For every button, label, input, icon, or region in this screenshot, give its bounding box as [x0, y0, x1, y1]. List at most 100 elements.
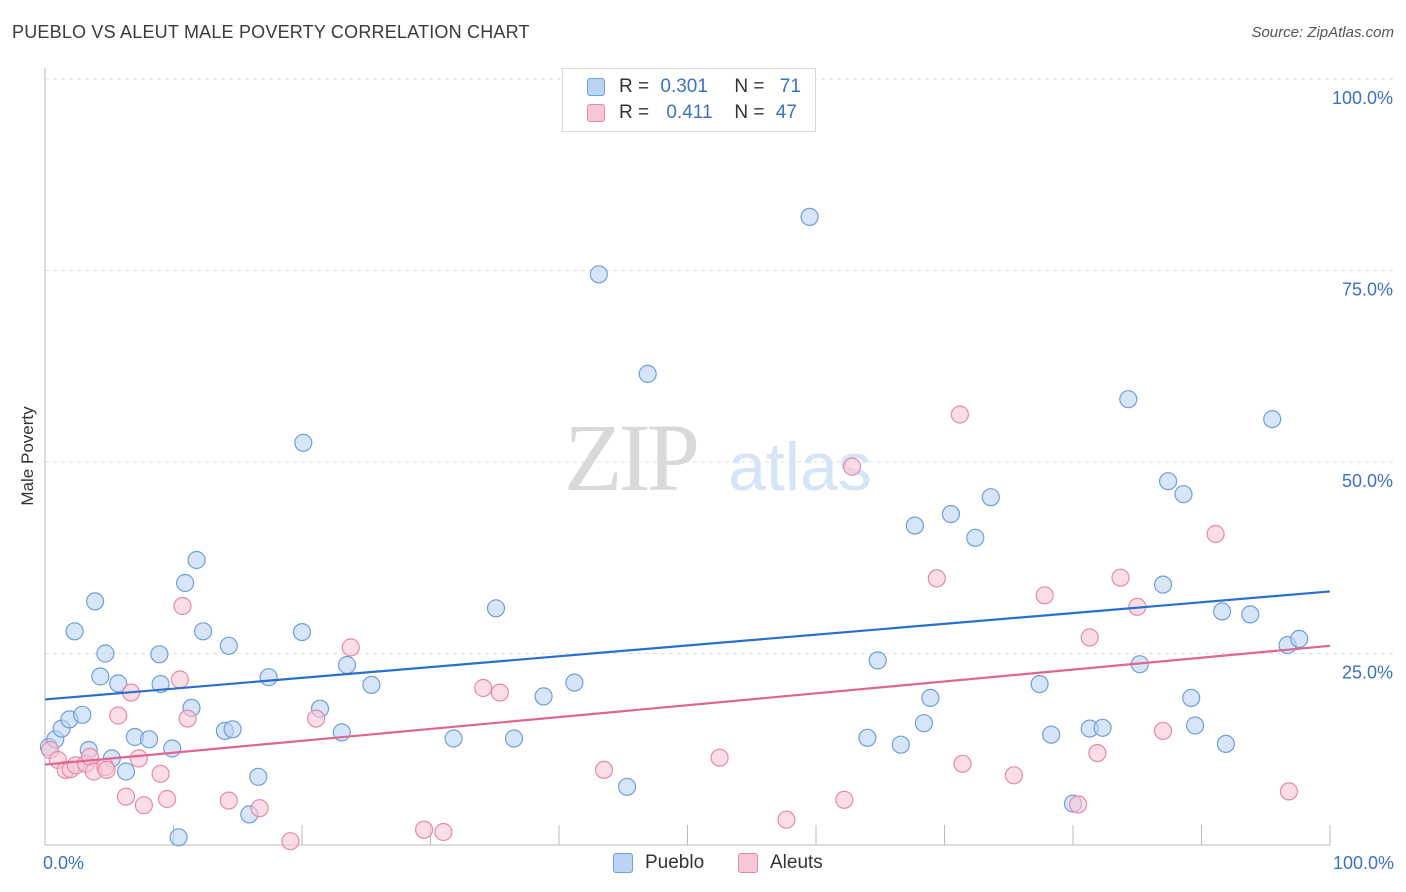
data-point-aleut[interactable] — [170, 670, 189, 689]
data-point-pueblo[interactable] — [337, 655, 357, 675]
data-point-aleut[interactable] — [1279, 782, 1299, 801]
data-point-aleut[interactable] — [97, 760, 116, 780]
data-point-aleut[interactable] — [777, 810, 796, 829]
data-point-aleut[interactable] — [594, 760, 614, 780]
data-point-aleut[interactable] — [219, 791, 238, 810]
data-point-pueblo[interactable] — [1182, 688, 1201, 708]
y-tick-label: 50.0% — [1342, 471, 1393, 491]
data-point-pueblo[interactable] — [1185, 716, 1205, 735]
stats-row-pueblo: R = 0.301 N = 71 — [587, 75, 801, 99]
data-point-pueblo[interactable] — [1042, 725, 1061, 744]
data-point-pueblo[interactable] — [891, 735, 910, 754]
data-point-aleut[interactable] — [116, 787, 136, 806]
data-point-aleut[interactable] — [1111, 568, 1130, 587]
data-point-aleut[interactable] — [109, 706, 128, 725]
data-point-pueblo[interactable] — [1212, 602, 1232, 621]
data-point-pueblo[interactable] — [638, 364, 657, 383]
data-point-aleut[interactable] — [1035, 586, 1054, 605]
data-point-pueblo[interactable] — [1241, 605, 1260, 624]
data-point-pueblo[interactable] — [617, 777, 637, 796]
data-point-aleut[interactable] — [415, 820, 434, 839]
data-point-pueblo[interactable] — [116, 762, 136, 781]
data-point-aleut[interactable] — [173, 596, 192, 616]
data-point-pueblo[interactable] — [800, 207, 819, 226]
x-tick-label: 0.0% — [43, 853, 84, 873]
data-point-pueblo[interactable] — [1158, 472, 1178, 491]
data-point-pueblo[interactable] — [223, 720, 242, 739]
data-point-aleut[interactable] — [129, 749, 148, 768]
data-point-pueblo[interactable] — [589, 265, 608, 284]
data-point-aleut[interactable] — [474, 678, 493, 698]
data-point-aleut[interactable] — [134, 796, 153, 815]
data-point-pueblo[interactable] — [905, 516, 925, 535]
data-point-pueblo[interactable] — [65, 622, 84, 641]
data-point-aleut[interactable] — [1068, 795, 1088, 814]
data-point-pueblo[interactable] — [534, 687, 553, 706]
data-point-pueblo[interactable] — [504, 729, 524, 748]
data-point-aleut[interactable] — [1004, 766, 1024, 785]
data-point-aleut[interactable] — [953, 754, 972, 773]
data-point-aleut[interactable] — [1088, 743, 1107, 763]
data-point-aleut[interactable] — [1080, 628, 1099, 647]
data-point-pueblo[interactable] — [91, 667, 110, 686]
data-point-pueblo[interactable] — [292, 622, 312, 642]
data-point-pueblo[interactable] — [921, 688, 940, 708]
data-point-aleut[interactable] — [178, 709, 197, 728]
data-point-aleut[interactable] — [1206, 524, 1225, 544]
data-point-pueblo[interactable] — [294, 433, 313, 452]
data-point-aleut[interactable] — [341, 638, 360, 657]
data-point-pueblo[interactable] — [1174, 485, 1193, 504]
data-point-pueblo[interactable] — [565, 673, 584, 692]
data-point-pueblo[interactable] — [140, 730, 159, 749]
data-point-pueblo[interactable] — [362, 675, 381, 695]
data-point-pueblo[interactable] — [941, 504, 961, 524]
data-point-aleut[interactable] — [250, 799, 269, 818]
data-point-pueblo[interactable] — [1263, 410, 1282, 429]
data-point-pueblo[interactable] — [249, 767, 268, 786]
data-point-pueblo[interactable] — [858, 728, 877, 747]
data-point-aleut[interactable] — [835, 790, 854, 809]
data-point-pueblo[interactable] — [169, 828, 188, 847]
data-point-aleut[interactable] — [151, 764, 170, 783]
y-tick-label: 75.0% — [1342, 280, 1393, 300]
legend-item-aleut[interactable]: Aleuts — [738, 852, 823, 874]
data-point-pueblo[interactable] — [486, 599, 506, 618]
data-point-pueblo[interactable] — [981, 488, 1000, 507]
data-point-pueblo[interactable] — [1216, 734, 1236, 754]
data-point-aleut[interactable] — [927, 569, 946, 588]
data-point-aleut[interactable] — [1153, 721, 1173, 741]
stats-legend: R = 0.301 N = 71 R = 0.411 N = 47 — [562, 68, 816, 132]
data-point-aleut[interactable] — [490, 683, 509, 702]
data-point-pueblo[interactable] — [914, 714, 934, 733]
data-point-pueblo[interactable] — [73, 705, 92, 724]
data-point-pueblo[interactable] — [96, 644, 115, 663]
data-point-pueblo[interactable] — [219, 636, 238, 655]
data-point-aleut[interactable] — [842, 457, 862, 476]
data-point-pueblo[interactable] — [176, 573, 195, 593]
legend-item-pueblo[interactable]: Pueblo — [613, 852, 704, 874]
data-point-pueblo[interactable] — [1153, 575, 1173, 594]
data-point-pueblo[interactable] — [187, 550, 206, 570]
data-point-pueblo[interactable] — [966, 528, 985, 547]
data-point-pueblo[interactable] — [444, 729, 463, 748]
data-point-aleut[interactable] — [307, 709, 326, 728]
data-point-pueblo[interactable] — [868, 651, 887, 670]
data-point-aleut[interactable] — [281, 832, 300, 851]
data-point-pueblo[interactable] — [109, 674, 128, 693]
data-point-pueblo[interactable] — [259, 668, 278, 687]
data-point-aleut[interactable] — [434, 822, 453, 842]
data-point-aleut[interactable] — [158, 789, 177, 809]
data-point-pueblo[interactable] — [1030, 674, 1049, 694]
trend-line-pueblo — [44, 590, 1331, 701]
data-point-pueblo[interactable] — [150, 645, 169, 664]
data-point-pueblo[interactable] — [1119, 390, 1138, 409]
data-point-pueblo[interactable] — [85, 592, 105, 611]
data-point-pueblo[interactable] — [194, 622, 213, 641]
data-point-aleut[interactable] — [950, 405, 970, 424]
legend-swatch-pueblo — [613, 853, 633, 873]
data-point-aleut[interactable] — [710, 748, 729, 767]
data-point-pueblo[interactable] — [1093, 718, 1112, 737]
data-point-pueblo[interactable] — [1290, 629, 1309, 649]
legend-swatch-aleut — [587, 104, 605, 122]
legend-label-pueblo: Pueblo — [645, 852, 705, 873]
